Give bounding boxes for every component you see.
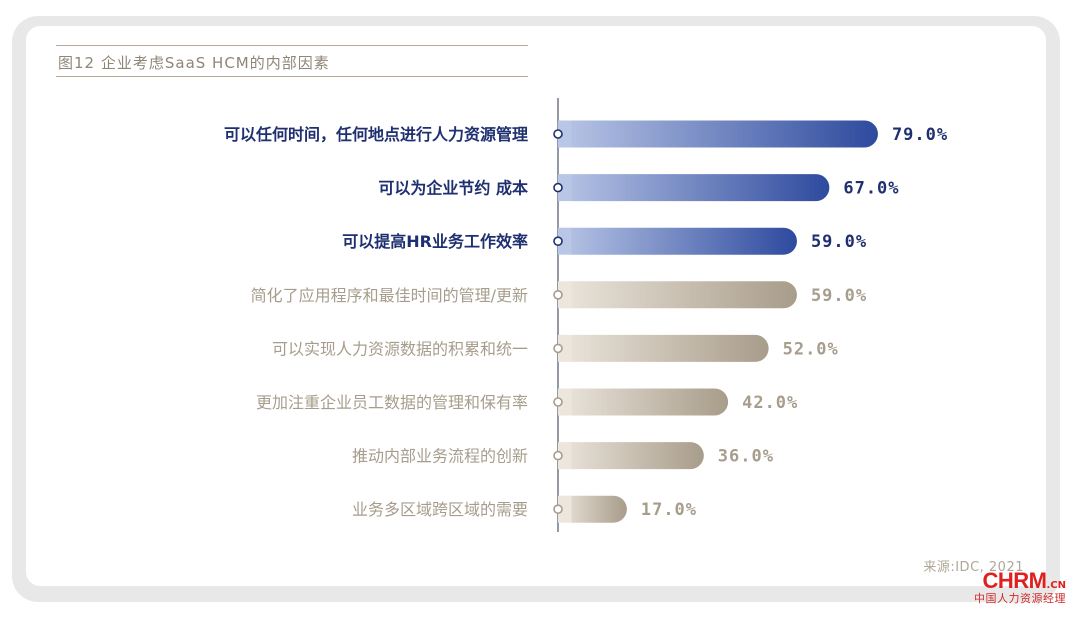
bar-left-cap bbox=[558, 334, 572, 362]
axis-marker bbox=[553, 504, 563, 515]
category-label: 可以实现人力资源数据的积累和统一 bbox=[272, 339, 528, 358]
value-label: 59.0% bbox=[811, 286, 867, 306]
category-label: 可以任何时间，任何地点进行人力资源管理 bbox=[224, 125, 528, 144]
category-label: 更加注重企业员工数据的管理和保有率 bbox=[256, 393, 528, 412]
bar-left-cap bbox=[558, 495, 572, 523]
value-label: 67.0% bbox=[843, 179, 899, 199]
logo-suffix: .CN bbox=[1046, 580, 1066, 591]
title-rule-bottom bbox=[56, 76, 528, 77]
axis-marker bbox=[553, 450, 563, 461]
chart-title: 图12 企业考虑SaaS HCM的内部因素 bbox=[58, 54, 330, 72]
chart-card bbox=[26, 26, 1046, 586]
value-label: 17.0% bbox=[641, 500, 697, 520]
axis-marker bbox=[553, 182, 563, 193]
axis-marker bbox=[553, 129, 563, 139]
bar bbox=[558, 227, 797, 255]
bar bbox=[558, 442, 704, 470]
chrm-logo: CHRM.CN 中国人力资源经理 bbox=[974, 568, 1066, 606]
category-label: 可以提高HR业务工作效率 bbox=[342, 232, 528, 251]
logo-main-text: CHRM bbox=[982, 568, 1047, 593]
title-rule-top bbox=[56, 45, 528, 46]
bar-left-cap bbox=[558, 227, 572, 255]
axis-marker bbox=[553, 236, 563, 246]
bar bbox=[558, 281, 797, 309]
category-label: 简化了应用程序和最佳时间的管理/更新 bbox=[251, 286, 528, 305]
bar-left-cap bbox=[558, 442, 572, 470]
bar-left-cap bbox=[558, 174, 572, 202]
value-label: 79.0% bbox=[892, 125, 948, 145]
bar-left-cap bbox=[558, 388, 572, 416]
category-label: 推动内部业务流程的创新 bbox=[352, 447, 528, 466]
bar-left-cap bbox=[558, 120, 572, 148]
value-label: 59.0% bbox=[811, 232, 867, 252]
source-note: 来源:IDC, 2021 bbox=[923, 560, 1024, 575]
axis-marker bbox=[553, 289, 563, 300]
value-label: 36.0% bbox=[718, 447, 774, 467]
axis-marker bbox=[553, 397, 563, 407]
bar bbox=[558, 174, 830, 202]
bar-left-cap bbox=[558, 281, 572, 309]
axis-marker bbox=[553, 343, 563, 354]
bar bbox=[558, 334, 769, 362]
bar bbox=[558, 120, 878, 148]
value-label: 42.0% bbox=[742, 393, 798, 413]
category-label: 业务多区域跨区域的需要 bbox=[352, 500, 528, 519]
logo-subtitle: 中国人力资源经理 bbox=[974, 592, 1066, 605]
bar bbox=[558, 495, 627, 523]
value-label: 52.0% bbox=[783, 339, 839, 359]
category-label: 可以为企业节约 成本 bbox=[378, 179, 528, 198]
bar bbox=[558, 388, 729, 416]
